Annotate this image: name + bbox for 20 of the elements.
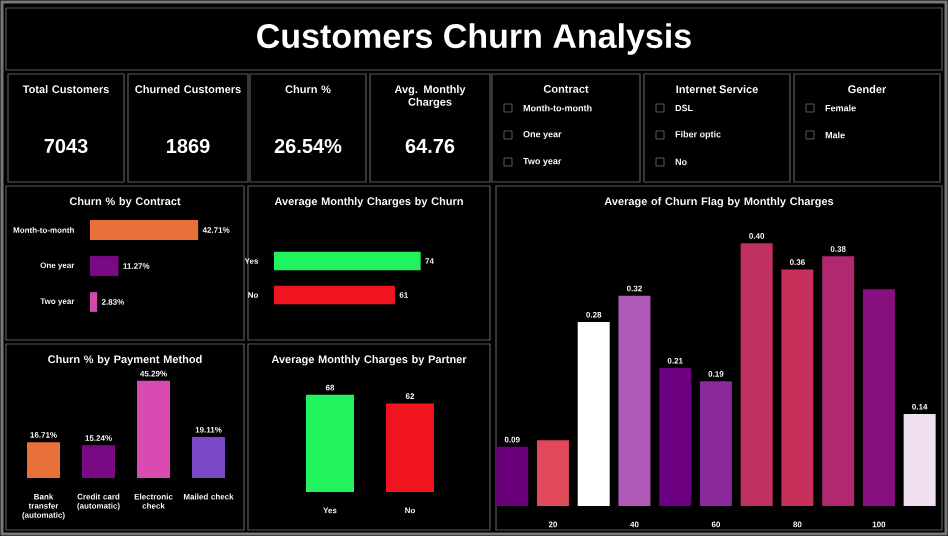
text: 1869 bbox=[167, 138, 210, 154]
bar bbox=[862, 289, 895, 506]
bar bbox=[659, 368, 692, 506]
text: 64.76 bbox=[405, 138, 455, 154]
bar bbox=[618, 295, 651, 506]
text: 7043 bbox=[44, 138, 88, 154]
bar bbox=[781, 269, 814, 506]
bar bbox=[822, 256, 855, 506]
text: Customers Churn Analysis bbox=[257, 23, 691, 55]
text: 26.54% bbox=[274, 138, 342, 154]
bar bbox=[137, 380, 170, 478]
bar bbox=[192, 437, 225, 478]
bar bbox=[577, 322, 610, 506]
bar bbox=[740, 243, 773, 506]
bar bbox=[536, 440, 569, 506]
bar bbox=[496, 446, 529, 506]
bar bbox=[82, 445, 115, 478]
bar bbox=[903, 414, 936, 506]
bar bbox=[699, 381, 732, 506]
bar bbox=[27, 442, 61, 478]
